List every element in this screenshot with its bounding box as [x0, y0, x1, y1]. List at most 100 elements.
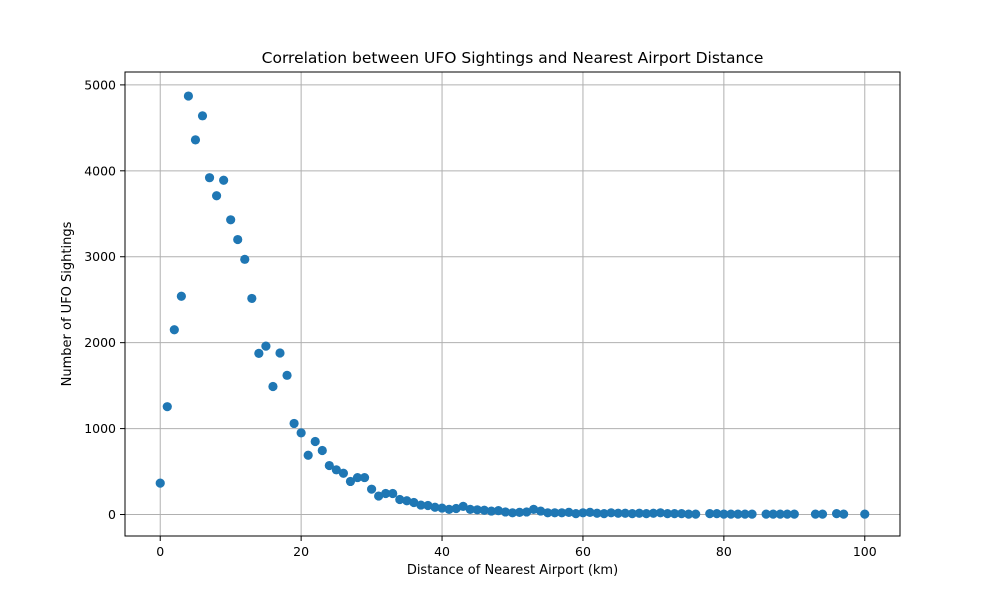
data-point: [374, 491, 384, 501]
data-point: [571, 509, 581, 519]
data-point: [275, 348, 285, 358]
data-point: [338, 468, 349, 478]
data-point: [183, 91, 194, 101]
data-point: [310, 436, 320, 447]
data-point: [296, 428, 306, 438]
data-point: [261, 341, 271, 351]
data-point: [789, 509, 799, 519]
data-point: [684, 509, 694, 519]
data-point: [705, 509, 715, 519]
data-point: [395, 494, 405, 505]
chart-title: Correlation between UFO Sightings and Ne…: [262, 49, 764, 67]
data-point: [599, 509, 609, 519]
data-point: [162, 402, 172, 412]
grid: [125, 72, 900, 536]
data-point: [634, 508, 644, 518]
data-point: [655, 508, 666, 518]
data-point: [493, 506, 504, 516]
data-point: [240, 254, 250, 264]
data-point: [472, 505, 482, 515]
data-point: [747, 509, 757, 519]
data-point: [691, 509, 701, 519]
x-tick-label: 40: [434, 544, 450, 559]
data-point: [726, 509, 736, 519]
x-axis-label: Distance of Nearest Airport (km): [407, 563, 618, 578]
data-point: [620, 508, 630, 518]
data-point: [176, 291, 186, 301]
data-point: [810, 509, 821, 519]
data-point: [782, 509, 792, 519]
data-point: [352, 472, 363, 483]
data-point: [648, 508, 659, 518]
x-tick-label: 0: [156, 544, 164, 559]
data-point: [268, 381, 278, 392]
data-point: [585, 507, 595, 517]
data-point: [543, 508, 553, 518]
data-point: [521, 507, 532, 517]
data-point: [479, 505, 489, 515]
data-point: [578, 508, 588, 518]
data-point: [155, 478, 165, 488]
data-point: [662, 509, 673, 519]
x-tick-label: 80: [716, 544, 732, 559]
data-point: [740, 509, 750, 519]
data-point: [402, 496, 412, 506]
data-point: [557, 508, 567, 518]
data-point: [831, 509, 842, 519]
data-point: [423, 500, 433, 511]
data-point: [768, 509, 778, 519]
data-point: [303, 450, 313, 460]
data-point: [451, 503, 461, 514]
data-point: [564, 507, 574, 517]
data-point: [204, 173, 215, 183]
data-point: [507, 508, 518, 518]
data-point: [219, 175, 229, 185]
y-tick-label: 5000: [84, 77, 116, 92]
data-point: [388, 488, 398, 499]
data-point: [606, 508, 616, 518]
data-point: [550, 508, 560, 518]
data-point: [233, 234, 243, 245]
y-axis-label: Number of UFO Sightings: [60, 221, 75, 386]
data-point: [458, 501, 468, 511]
data-point: [416, 500, 426, 510]
data-point: [409, 497, 419, 508]
data-point: [331, 465, 341, 475]
data-point: [190, 135, 201, 145]
y-tick-label: 0: [108, 507, 116, 522]
data-point: [430, 502, 440, 512]
plot-area-frame: [124, 71, 901, 537]
data-point: [211, 191, 222, 201]
y-tick-label: 1000: [84, 421, 116, 436]
data-point: [641, 509, 651, 519]
data-point: [345, 476, 356, 487]
data-point: [169, 325, 179, 335]
data-point: [500, 507, 511, 517]
data-point: [592, 508, 602, 518]
data-point: [381, 488, 391, 499]
data-point: [359, 472, 370, 483]
data-point: [366, 484, 377, 494]
data-point: [536, 506, 546, 516]
data-points: [155, 91, 870, 519]
data-point: [817, 509, 828, 519]
data-point: [226, 215, 236, 225]
data-point: [761, 509, 771, 519]
data-point: [197, 111, 208, 121]
data-point: [676, 509, 687, 519]
data-point: [289, 418, 299, 429]
data-point: [444, 504, 454, 514]
data-point: [669, 509, 680, 519]
x-tick-label: 20: [293, 544, 309, 559]
data-point: [613, 508, 623, 518]
data-point: [775, 509, 785, 519]
data-point: [733, 509, 743, 519]
data-point: [712, 509, 722, 519]
data-point: [514, 507, 525, 517]
data-point: [627, 509, 637, 519]
y-tick-label: 2000: [84, 335, 116, 350]
data-point: [839, 509, 849, 519]
